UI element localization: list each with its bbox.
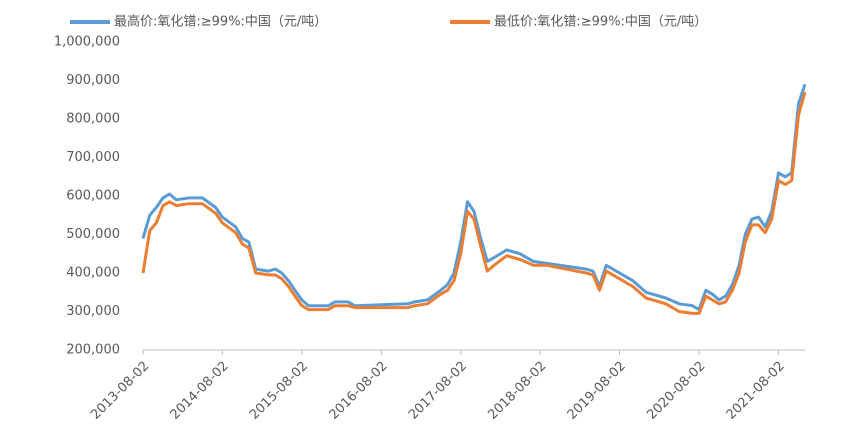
y-tick-label: 400,000	[66, 266, 120, 281]
x-tick-label: 2020-08-02	[644, 359, 708, 423]
y-tick-label: 200,000	[66, 343, 120, 358]
y-tick-label: 300,000	[66, 304, 120, 319]
x-tick-label: 2014-08-02	[168, 359, 232, 423]
x-tick-label: 2015-08-02	[247, 359, 311, 423]
y-tick-label: 800,000	[66, 112, 120, 127]
series-line	[141, 83, 807, 312]
series-line	[141, 91, 807, 315]
y-tick-label: 700,000	[66, 150, 120, 165]
x-tick-label: 2018-08-02	[485, 359, 549, 423]
y-tick-label: 500,000	[66, 227, 120, 242]
y-tick-label: 900,000	[66, 73, 120, 88]
legend-label: 最高价:氧化镨:≥99%:中国（元/吨）	[114, 14, 327, 30]
x-tick-label: 2017-08-02	[406, 359, 470, 423]
x-tick-label: 2013-08-02	[88, 359, 152, 423]
x-tick-label: 2021-08-02	[724, 359, 788, 423]
x-tick-label: 2019-08-02	[565, 359, 629, 423]
x-tick-label: 2016-08-02	[327, 359, 391, 423]
y-tick-label: 1,000,000	[54, 35, 120, 50]
legend-label: 最低价:氧化镨:≥99%:中国（元/吨）	[494, 15, 707, 30]
y-tick-label: 600,000	[66, 189, 120, 204]
